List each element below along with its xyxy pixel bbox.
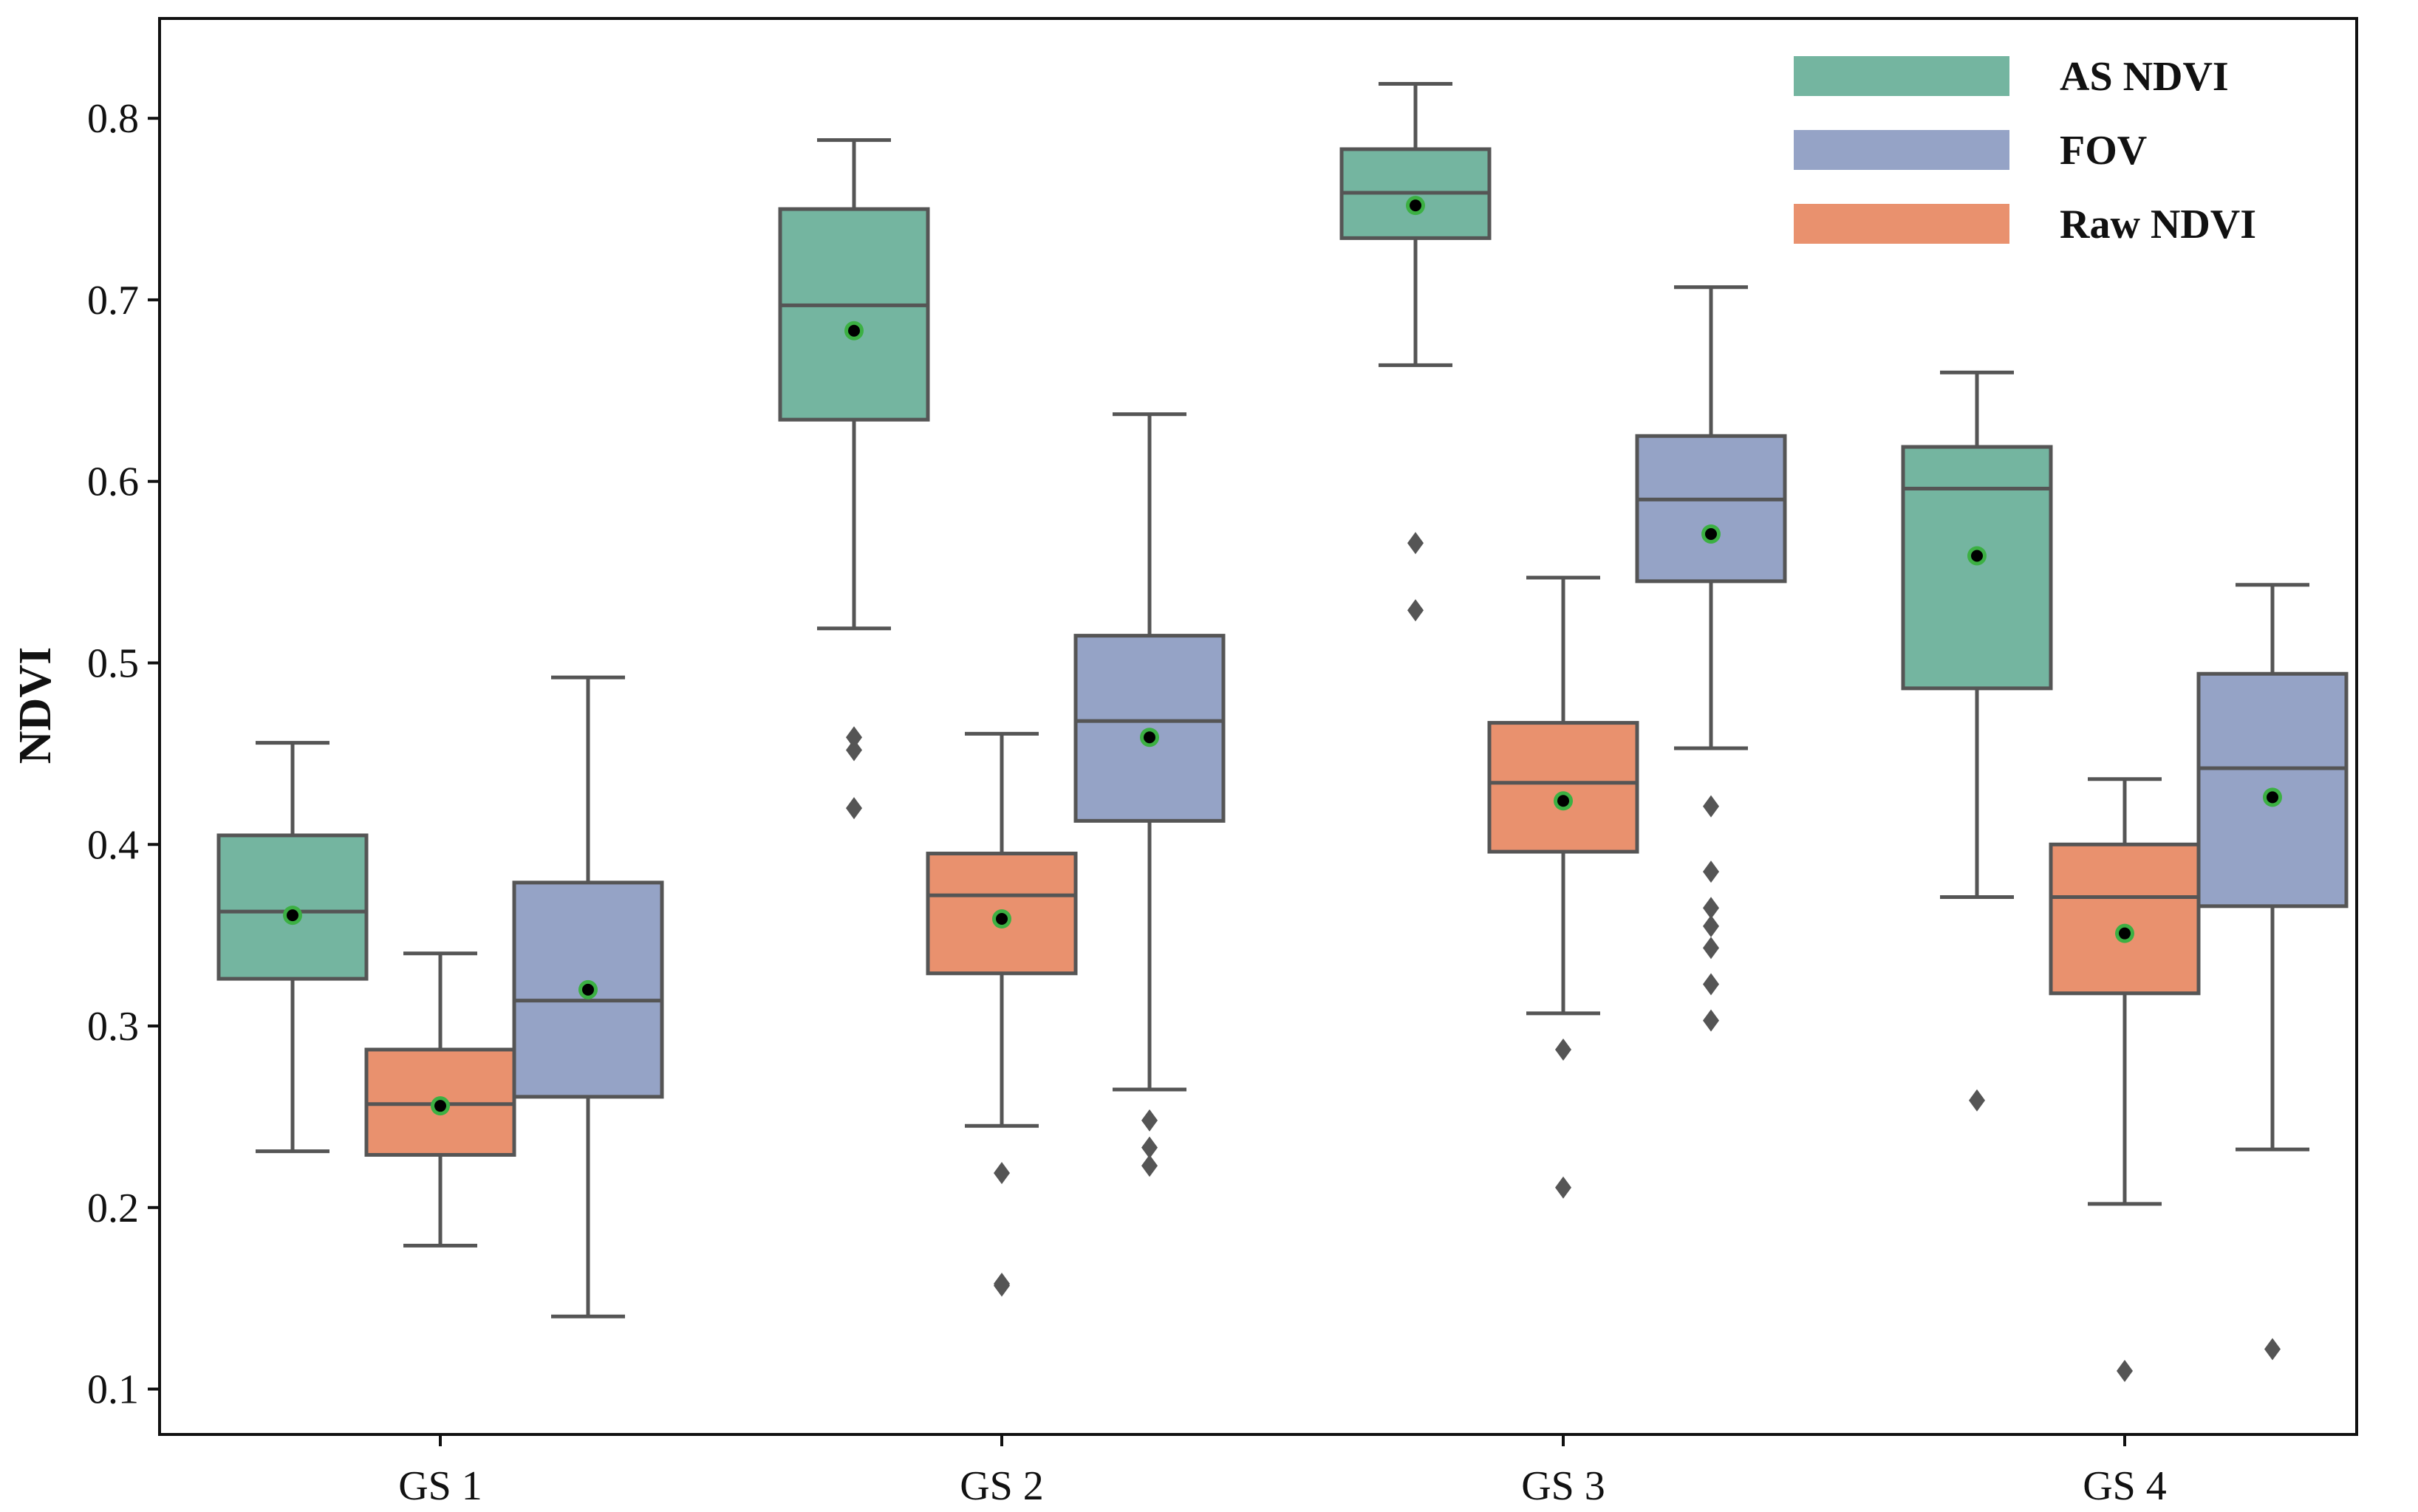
legend-swatch xyxy=(1794,204,2009,244)
mean-marker xyxy=(848,324,860,337)
outlier-marker xyxy=(1141,1136,1158,1159)
y-tick-label: 0.7 xyxy=(87,278,139,324)
mean-marker xyxy=(434,1100,446,1112)
outlier-marker xyxy=(1703,914,1719,937)
box-body xyxy=(1901,445,2053,691)
mean-marker xyxy=(1971,550,1983,562)
mean-marker xyxy=(582,983,594,996)
box-body xyxy=(1635,434,1787,584)
box-raw-ndvi xyxy=(2049,777,2201,1382)
y-tick-label: 0.5 xyxy=(87,640,139,686)
y-tick-label: 0.4 xyxy=(87,822,139,868)
outlier-marker xyxy=(994,1274,1010,1297)
mean-marker xyxy=(1705,527,1717,540)
mean-marker xyxy=(996,913,1008,926)
box-as-ndvi xyxy=(1901,370,2053,1112)
legend-swatch xyxy=(1794,56,2009,96)
legend-label: Raw NDVI xyxy=(2060,202,2256,247)
mean-marker xyxy=(287,909,298,922)
y-tick-label: 0.1 xyxy=(87,1367,139,1413)
box-raw-ndvi xyxy=(926,731,1078,1297)
outlier-marker xyxy=(994,1162,1010,1185)
outlier-marker xyxy=(846,797,862,820)
box-group-gs-1 xyxy=(216,675,664,1318)
outlier-marker xyxy=(1703,1009,1719,1032)
box-raw-ndvi xyxy=(1487,575,1639,1199)
outlier-marker xyxy=(1141,1154,1158,1177)
box-as-ndvi xyxy=(216,741,369,1154)
outlier-marker xyxy=(846,726,862,749)
outlier-marker xyxy=(1969,1089,1985,1112)
outlier-marker xyxy=(1703,897,1719,920)
legend-item-as-ndvi: AS NDVI xyxy=(1794,54,2229,100)
x-tick-label: GS 4 xyxy=(2083,1463,2167,1509)
mean-marker xyxy=(1557,795,1569,807)
outlier-marker xyxy=(1703,861,1719,883)
outlier-marker xyxy=(1555,1038,1571,1061)
y-axis-title: NDVI xyxy=(10,647,61,764)
outlier-marker xyxy=(2117,1359,2133,1382)
box-fov xyxy=(1073,412,1226,1177)
box-group-gs-4 xyxy=(1901,370,2349,1382)
x-tick-label: GS 3 xyxy=(1521,1463,1605,1509)
y-tick-label: 0.2 xyxy=(87,1186,139,1231)
outlier-marker xyxy=(1703,937,1719,959)
mean-marker xyxy=(1144,731,1155,744)
outlier-marker xyxy=(2264,1338,2281,1361)
outlier-marker xyxy=(1703,795,1719,818)
y-tick-label: 0.3 xyxy=(87,1004,139,1050)
box-fov xyxy=(512,675,664,1318)
legend-item-raw-ndvi: Raw NDVI xyxy=(1794,202,2256,247)
box-as-ndvi xyxy=(1339,81,1492,622)
axes-layer: 0.1 0.2 0.3 0.4 0.5 0.6 0.7 0.8 GS 1 GS 2 GS 3 GS 4 xyxy=(87,17,2358,1509)
legend-label: FOV xyxy=(2060,128,2147,174)
outlier-marker xyxy=(846,739,862,762)
legend-label: AS NDVI xyxy=(2060,54,2229,100)
outlier-marker xyxy=(1555,1176,1571,1199)
outlier-marker xyxy=(1407,532,1424,555)
outlier-marker xyxy=(1141,1109,1158,1132)
box-body xyxy=(778,207,930,422)
legend-item-fov: FOV xyxy=(1794,128,2147,174)
box-fov xyxy=(2196,583,2349,1361)
x-tick-label: GS 1 xyxy=(398,1463,482,1509)
x-tick-label: GS 2 xyxy=(960,1463,1044,1509)
outlier-marker xyxy=(1407,599,1424,622)
outlier-marker xyxy=(1703,973,1719,996)
box-fov xyxy=(1635,285,1787,1032)
legend-swatch xyxy=(1794,130,2009,170)
y-tick-label: 0.8 xyxy=(87,96,139,142)
mean-marker xyxy=(1410,199,1421,212)
plot-frame xyxy=(158,17,2358,1436)
box-body xyxy=(1487,721,1639,854)
box-body xyxy=(2049,842,2201,996)
y-tick-label: 0.6 xyxy=(87,459,139,505)
boxes-layer xyxy=(216,81,2349,1382)
box-group-gs-2 xyxy=(778,138,1226,1297)
box-as-ndvi xyxy=(778,138,930,820)
legend: AS NDVI FOV Raw NDVI xyxy=(1794,54,2256,247)
mean-marker xyxy=(2267,791,2278,804)
mean-marker xyxy=(2119,927,2131,940)
box-raw-ndvi xyxy=(364,951,516,1248)
box-group-gs-3 xyxy=(1339,81,1787,1199)
